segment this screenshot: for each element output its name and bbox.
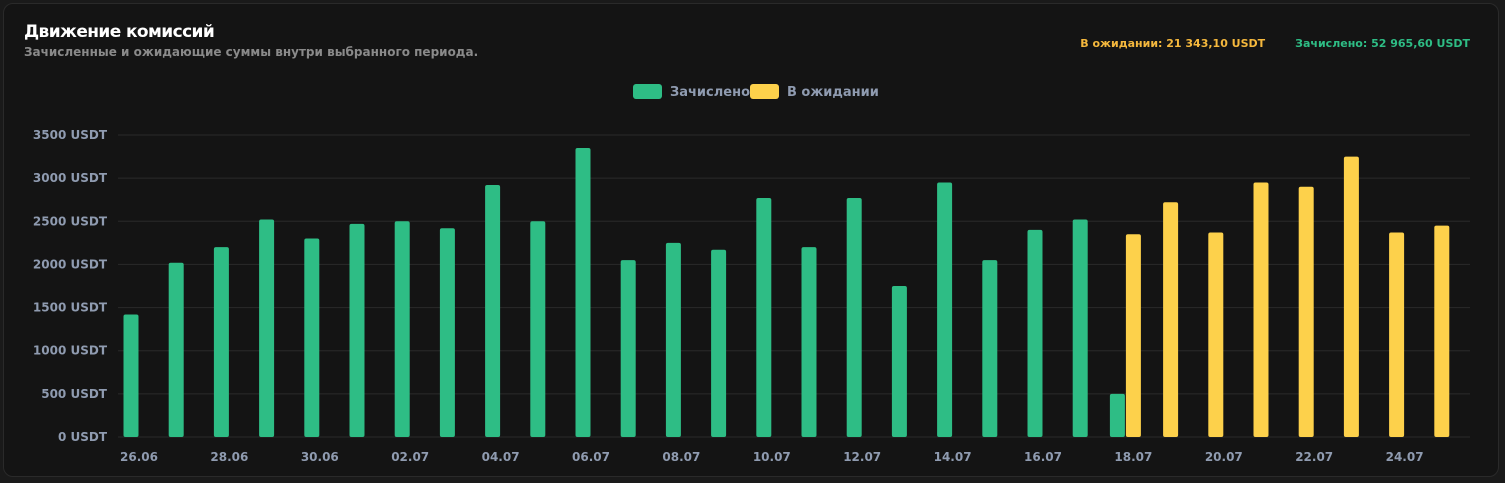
bar-credited — [665, 242, 681, 437]
bar-credited — [1027, 229, 1043, 437]
bar-credited — [937, 182, 953, 437]
bar-credited — [891, 286, 907, 437]
bar-pending — [1208, 232, 1224, 437]
bar-credited — [304, 238, 320, 437]
x-tick-label: 02.07 — [391, 450, 429, 464]
y-tick-label: 1000 USDT — [33, 344, 108, 358]
x-tick-label: 22.07 — [1295, 450, 1333, 464]
bar-credited — [575, 147, 591, 437]
bar-pending — [1389, 232, 1405, 437]
bar-credited — [801, 247, 817, 437]
bar-credited — [1109, 393, 1125, 437]
x-tick-label: 28.06 — [210, 450, 248, 464]
legend-swatch-pending — [750, 84, 779, 99]
y-tick-label: 500 USDT — [41, 387, 108, 401]
x-tick-label: 14.07 — [934, 450, 972, 464]
x-tick-label: 10.07 — [753, 450, 791, 464]
credited-total: Зачислено: 52 965,60 USDT — [1295, 37, 1470, 50]
bar-pending — [1343, 156, 1359, 438]
bar-pending — [1163, 202, 1179, 437]
x-tick-label: 06.07 — [572, 450, 610, 464]
bar-pending — [1253, 182, 1269, 437]
y-tick-label: 0 USDT — [58, 430, 108, 444]
x-tick-label: 26.06 — [120, 450, 158, 464]
bar-pending — [1125, 234, 1141, 437]
x-tick-label: 12.07 — [843, 450, 881, 464]
x-tick-label: 04.07 — [482, 450, 520, 464]
bar-credited — [982, 260, 998, 437]
legend-label-pending: В ожидании — [787, 85, 879, 100]
x-tick-label: 30.06 — [301, 450, 339, 464]
y-tick-label: 2500 USDT — [33, 214, 108, 228]
bar-credited — [1072, 219, 1088, 437]
x-tick-label: 24.07 — [1386, 450, 1424, 464]
bar-credited — [530, 221, 546, 437]
bar-pending — [1434, 225, 1450, 437]
x-tick-label: 18.07 — [1114, 450, 1152, 464]
chart-title: Движение комиссий — [24, 22, 215, 42]
y-tick-label: 1500 USDT — [33, 301, 108, 315]
bar-credited — [620, 260, 636, 437]
y-tick-label: 2000 USDT — [33, 257, 108, 271]
totals-summary: В ожидании: 21 343,10 USDT Зачислено: 52… — [1080, 37, 1470, 51]
bar-credited — [213, 247, 229, 437]
y-tick-label: 3500 USDT — [33, 128, 108, 142]
bar-credited — [711, 249, 727, 437]
bar-credited — [846, 197, 862, 437]
y-tick-label: 3000 USDT — [33, 171, 108, 185]
x-tick-label: 08.07 — [662, 450, 700, 464]
bar-credited — [394, 221, 410, 437]
x-tick-label: 20.07 — [1205, 450, 1243, 464]
commission-movement-card: Движение комиссий Зачисленные и ожидающи… — [3, 3, 1499, 477]
bar-credited — [439, 228, 455, 437]
legend-swatch-credited — [633, 84, 662, 99]
bar-credited — [168, 262, 184, 437]
pending-total: В ожидании: 21 343,10 USDT — [1080, 37, 1266, 50]
x-tick-label: 16.07 — [1024, 450, 1062, 464]
bar-credited — [485, 185, 501, 437]
bar-pending — [1298, 186, 1314, 437]
legend-label-credited: Зачислено — [670, 85, 750, 100]
bar-credited — [349, 223, 365, 437]
bar-credited — [259, 219, 275, 437]
chart-subtitle: Зачисленные и ожидающие суммы внутри выб… — [24, 45, 479, 59]
bar-credited — [756, 197, 772, 437]
bar-credited — [123, 314, 139, 437]
